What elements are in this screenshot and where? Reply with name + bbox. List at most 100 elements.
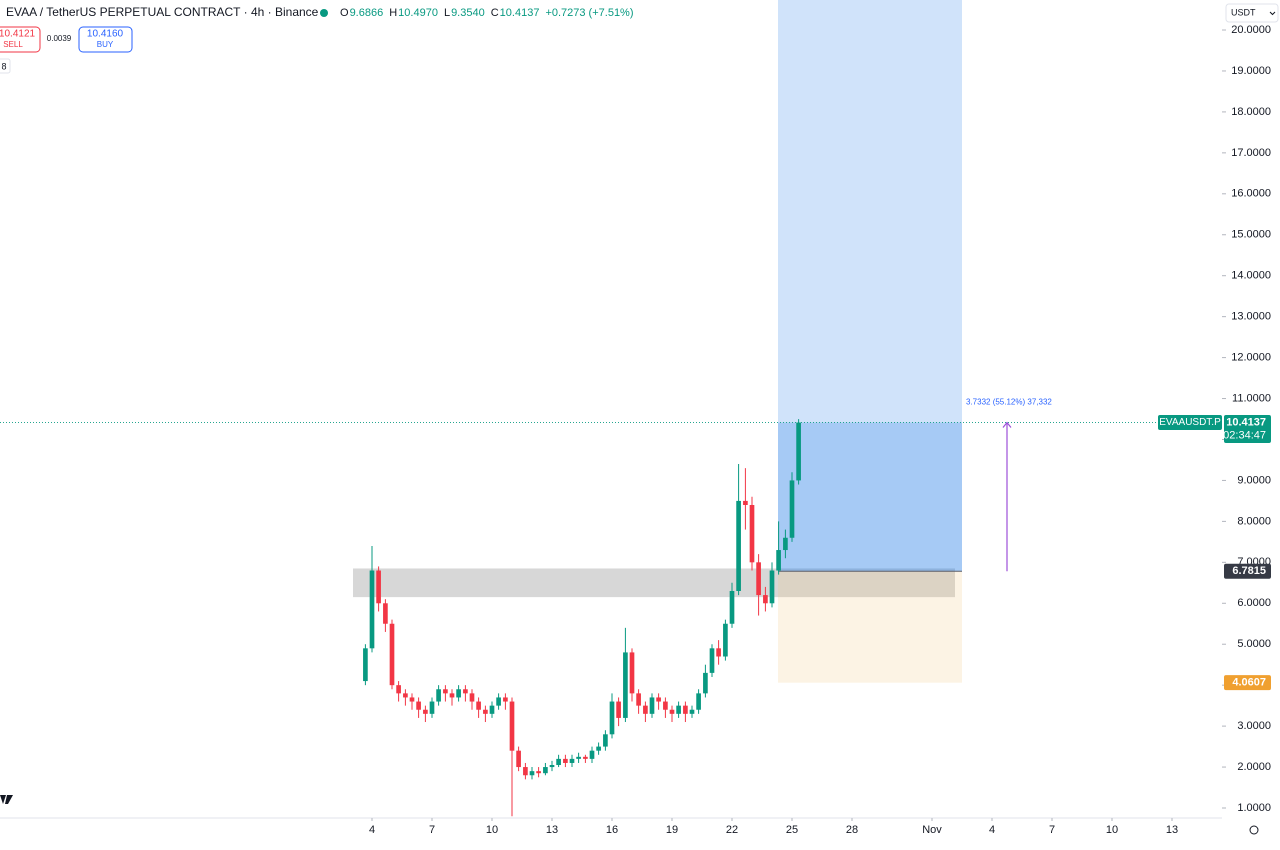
candle-body — [649, 697, 655, 714]
legend-value: 9.6866 — [350, 7, 384, 19]
candle-body — [463, 689, 468, 694]
last-price-tag: 10.4137 — [1226, 416, 1266, 428]
candle-body — [489, 705, 495, 714]
candle-body — [676, 705, 681, 714]
candle-body — [496, 697, 501, 706]
x-tick-label: 7 — [1049, 824, 1055, 836]
x-tick-label: 13 — [546, 824, 558, 836]
profit-area — [778, 422, 962, 572]
y-tick-label: 3.0000 — [1237, 720, 1271, 732]
candle-body — [469, 693, 475, 702]
x-tick-label: 10 — [1106, 824, 1118, 836]
candle-body — [656, 697, 661, 702]
currency-select[interactable] — [1225, 3, 1279, 23]
candle-body — [443, 689, 448, 694]
candle-body — [369, 570, 375, 649]
y-tick-label: 6.0000 — [1237, 597, 1271, 609]
sell-button[interactable] — [0, 26, 41, 53]
x-tick-label: Nov — [922, 824, 942, 836]
candle-body — [669, 709, 675, 714]
y-tick-label: 1.0000 — [1237, 802, 1271, 814]
sell-price: 10.4121 — [0, 29, 36, 40]
entry-tag: 6.7815 — [1232, 565, 1266, 577]
candle-body — [709, 648, 715, 673]
countdown: 02:34:47 — [1223, 429, 1266, 441]
candle-body — [636, 693, 641, 706]
buy-button[interactable] — [78, 26, 133, 53]
candle-body — [409, 697, 415, 702]
indicator-count: 8 — [1, 61, 6, 71]
settings-icon[interactable] — [1249, 825, 1259, 835]
entry-tag-bg — [1224, 563, 1271, 579]
candle-body — [789, 480, 795, 538]
buy-label: BUY — [97, 40, 114, 49]
candle-body — [556, 758, 561, 766]
candle-body — [643, 705, 648, 714]
x-tick-label: 10 — [486, 824, 498, 836]
candle-body — [509, 701, 515, 751]
candle-body — [543, 767, 548, 774]
target-area — [778, 0, 962, 572]
candle-body — [776, 550, 781, 571]
candle-body — [683, 705, 688, 714]
stop-tag-bg — [1224, 675, 1271, 691]
candle-body — [796, 422, 801, 481]
candle-body — [476, 701, 481, 710]
candle-body — [703, 672, 708, 694]
legend-key: H — [389, 7, 397, 19]
candle-body — [569, 758, 575, 763]
candle-body — [396, 685, 401, 694]
symbol-tag: EVAAUSDT.P — [1159, 417, 1221, 428]
candle-body — [783, 537, 788, 551]
chart-title: EVAA / TetherUS PERPETUAL CONTRACT · 4h … — [6, 5, 319, 19]
stop-area — [778, 571, 962, 683]
x-tick-label: 25 — [786, 824, 798, 836]
x-tick-label: 13 — [1166, 824, 1178, 836]
x-tick-label: 7 — [429, 824, 435, 836]
candle-body — [563, 758, 568, 763]
y-tick-label: 17.0000 — [1231, 147, 1271, 159]
y-tick-label: 5.0000 — [1237, 638, 1271, 650]
y-tick-label: 2.0000 — [1237, 761, 1271, 773]
y-tick-label: 19.0000 — [1231, 65, 1271, 77]
candle-body — [689, 709, 695, 714]
currency: USDT — [1231, 7, 1256, 17]
legend-value: 9.3540 — [451, 7, 485, 19]
candle-body — [716, 648, 721, 657]
x-tick-label: 28 — [846, 824, 858, 836]
measure-label: 3.7332 (55.12%) 37,332 — [966, 398, 1052, 407]
y-tick-label: 9.0000 — [1237, 474, 1271, 486]
candle-body — [549, 765, 555, 768]
candle-body — [456, 689, 461, 698]
candle-body — [743, 500, 748, 506]
candle-body — [389, 623, 395, 686]
legend-key: L — [444, 7, 450, 19]
candle-body — [429, 701, 435, 714]
candle-body — [629, 652, 635, 694]
zone — [353, 568, 955, 598]
candle-body — [529, 771, 535, 776]
candle-body — [449, 693, 455, 698]
measure-arrowhead — [1002, 421, 1012, 428]
candle-body — [363, 648, 368, 682]
candle-body — [596, 746, 601, 751]
candle-body — [756, 562, 761, 596]
x-tick-label: 4 — [369, 824, 375, 836]
symbol-tag-bg — [1158, 415, 1222, 431]
logo — [0, 795, 13, 804]
candle-body — [416, 701, 421, 710]
candle-body — [576, 756, 581, 759]
candle-body — [436, 689, 441, 702]
y-tick-label: 11.0000 — [1232, 392, 1271, 404]
candle-body — [616, 701, 621, 718]
candle-body — [729, 590, 735, 624]
y-tick-label: 18.0000 — [1231, 106, 1271, 118]
candle-body — [723, 623, 728, 657]
candle-body — [523, 767, 528, 776]
y-tick-label: 20.0000 — [1231, 24, 1271, 36]
sell-label: SELL — [3, 40, 23, 49]
candle-body — [589, 750, 595, 759]
y-tick-label: 13.0000 — [1231, 311, 1271, 323]
candle-body — [763, 595, 768, 604]
indicator-toggle[interactable] — [0, 58, 11, 74]
